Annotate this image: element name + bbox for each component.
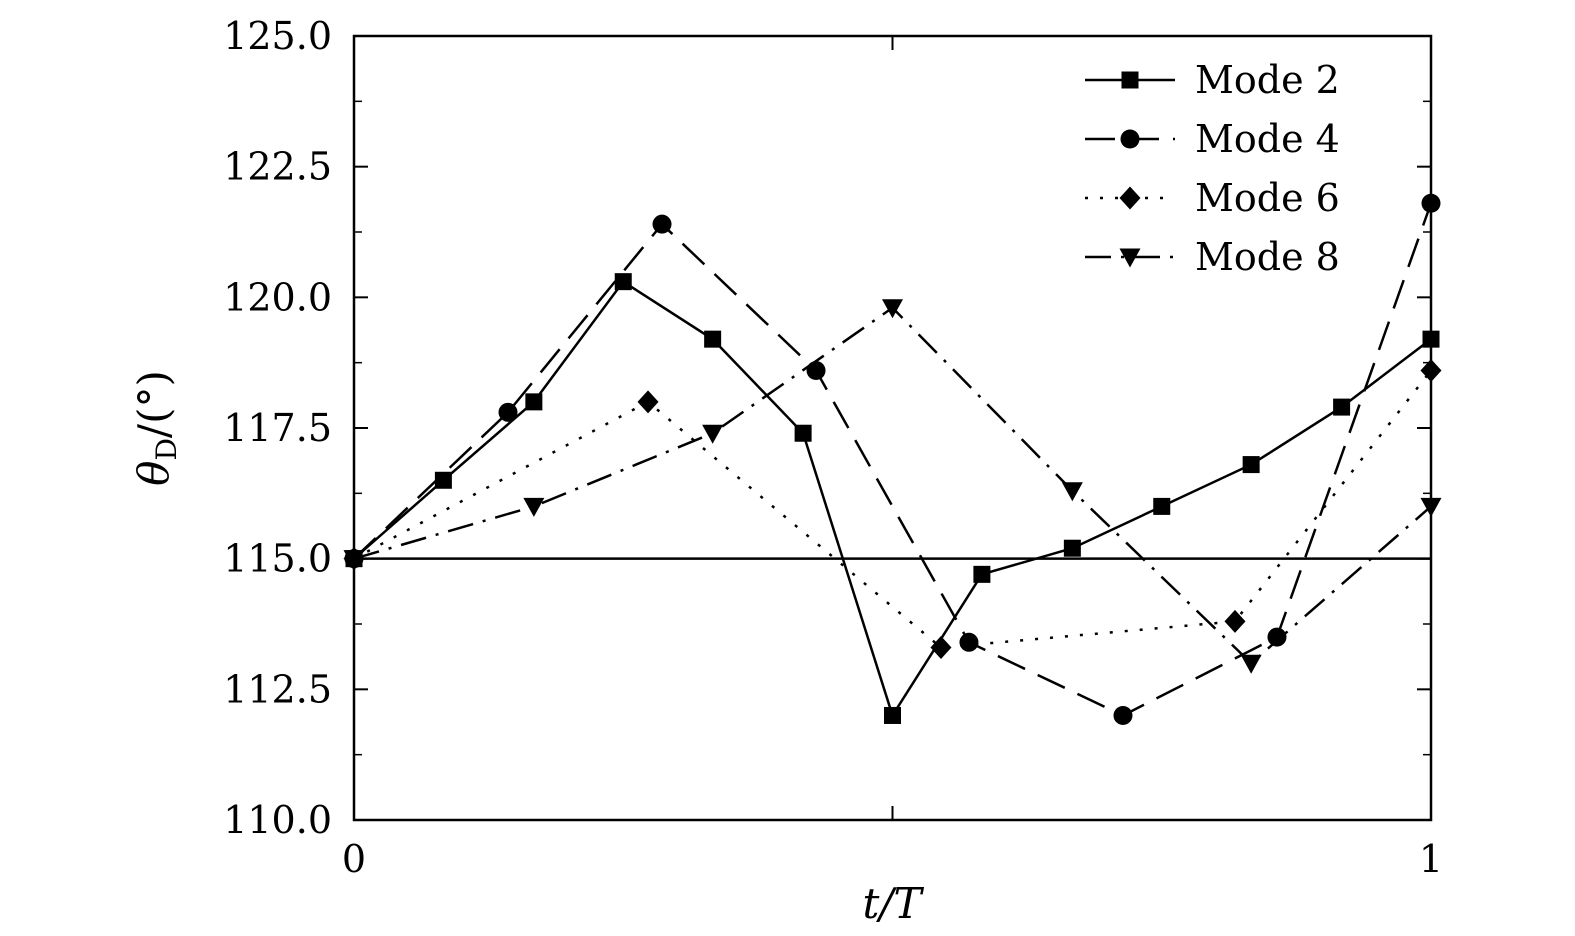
axis-labels: t/T θD/(°) [129, 370, 925, 928]
legend-marker [1121, 71, 1139, 89]
data-point [882, 299, 903, 319]
series-line [353, 202, 1433, 717]
data-point [343, 550, 365, 570]
legend-label: Mode 4 [1195, 117, 1340, 161]
data-point [434, 471, 452, 489]
data-point [1420, 497, 1442, 517]
data-point [1061, 482, 1083, 502]
y-tick-label: 115.0 [223, 537, 332, 581]
data-point [1420, 359, 1442, 383]
data-point [704, 330, 722, 348]
series-mode-4 [344, 193, 1441, 725]
data-point [525, 393, 543, 411]
data-point [498, 402, 518, 422]
legend-label: Mode 8 [1195, 235, 1340, 279]
legend-marker [1119, 248, 1141, 268]
legend-label: Mode 2 [1195, 58, 1340, 102]
data-point [1242, 456, 1260, 474]
data-point [1333, 398, 1351, 416]
legend-marker [1120, 129, 1140, 149]
data-point [973, 565, 991, 583]
y-tick-label: 117.5 [223, 406, 332, 450]
y-tick-label: 125.0 [223, 14, 332, 58]
data-point [523, 497, 545, 517]
series-mode-8 [343, 299, 1442, 674]
y-tick-label: 112.5 [223, 667, 332, 711]
y-tick-label: 122.5 [223, 145, 332, 189]
data-point [794, 424, 812, 442]
legend-item: Mode 6 [1085, 176, 1340, 220]
data-point [959, 632, 979, 652]
data-point [702, 424, 724, 444]
x-axis-title: t/T [862, 879, 924, 928]
legend: Mode 2 Mode 4 Mode 6 Mode 8 [1085, 58, 1340, 279]
axes: 110.0 112.5 115.0 117.5 120.0 122.5 125.0 0 1 [223, 14, 1443, 881]
x-tick-label: 0 [342, 837, 366, 881]
data-point [1153, 497, 1171, 515]
series-line [353, 279, 1432, 719]
data-point [1224, 609, 1246, 633]
data-point [1240, 654, 1262, 674]
legend-item: Mode 2 [1085, 58, 1340, 102]
data-point [1063, 539, 1081, 557]
data-point [652, 214, 672, 234]
series-mode-2 [345, 273, 1440, 724]
data-point [806, 361, 826, 381]
data-point [884, 706, 901, 724]
y-tick-label: 110.0 [223, 798, 332, 842]
legend-item: Mode 4 [1085, 117, 1340, 161]
x-tick-label: 1 [1419, 837, 1443, 881]
legend-label: Mode 6 [1195, 176, 1340, 220]
data-point [930, 636, 952, 660]
data-point [1422, 330, 1440, 348]
data-point [1267, 627, 1287, 647]
series-line [353, 306, 1432, 665]
data-point [614, 273, 632, 291]
legend-item: Mode 8 [1085, 235, 1340, 279]
data-point [1113, 705, 1133, 725]
y-axis-title: θD/(°) [129, 370, 183, 486]
data-point [637, 390, 659, 414]
series-layer [343, 193, 1442, 725]
data-point [1421, 193, 1441, 213]
y-tick-label: 120.0 [223, 275, 332, 319]
legend-marker [1119, 186, 1141, 210]
